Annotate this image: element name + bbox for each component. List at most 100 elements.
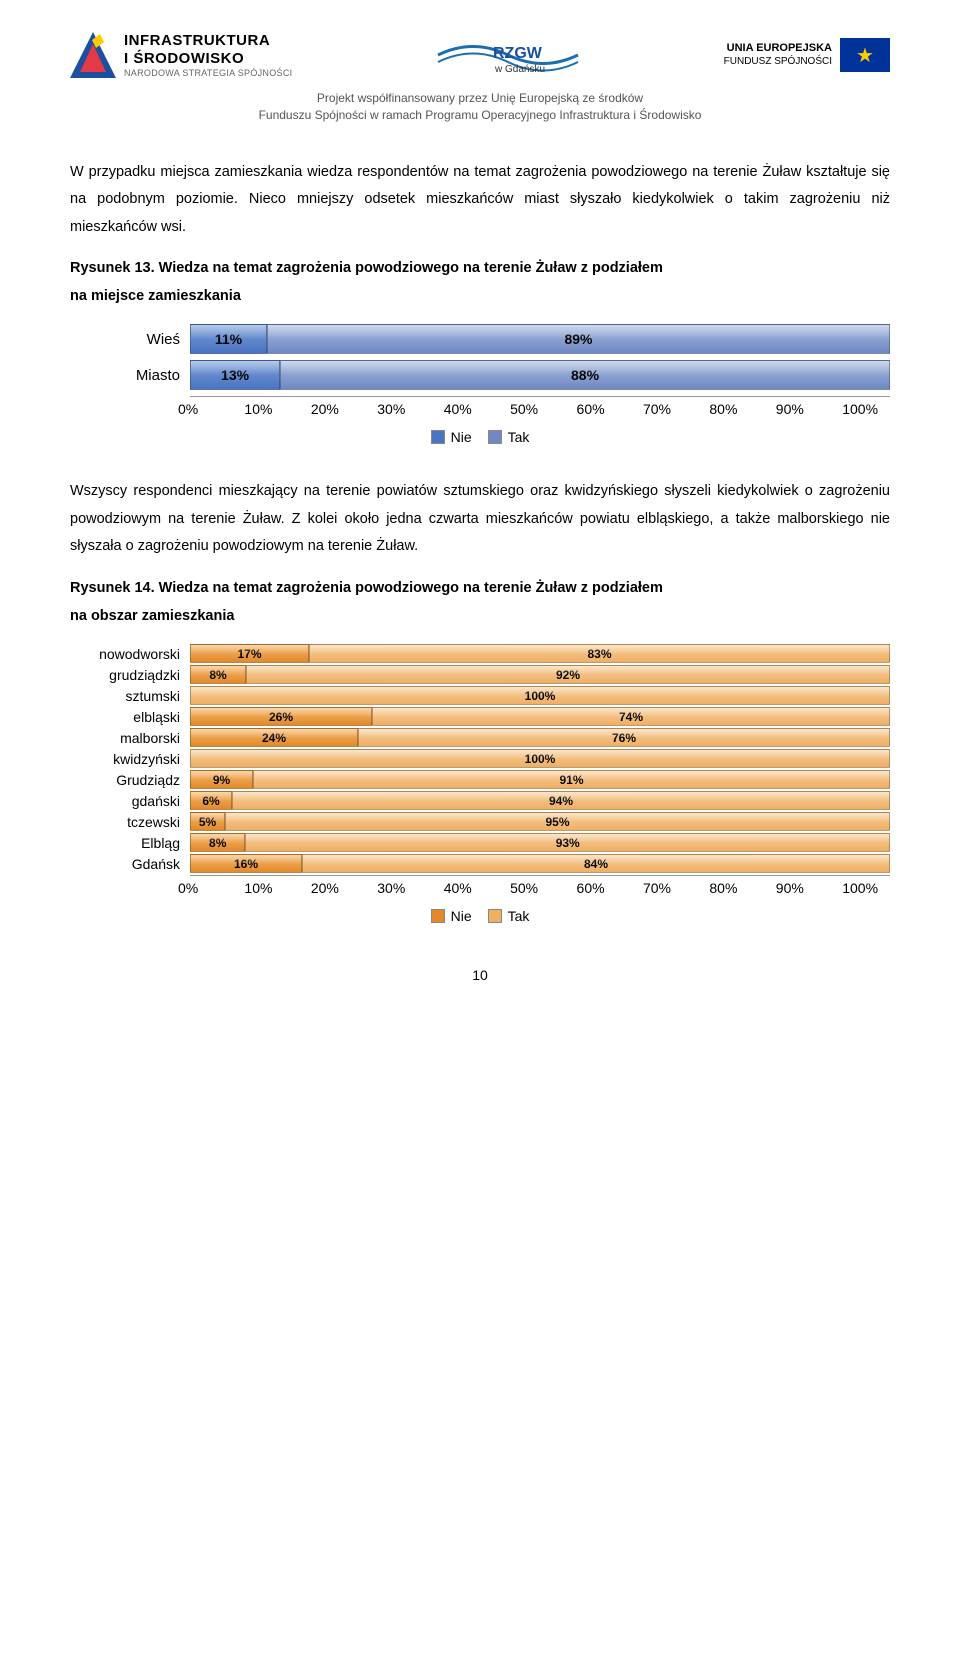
chart-tick: 0%	[178, 876, 244, 896]
chart-bar-segment: 13%	[190, 360, 280, 390]
chart-category-label: grudziądzki	[70, 667, 190, 683]
chart-tick: 80%	[709, 397, 775, 417]
chart-row: nowodworski17%83%	[70, 644, 890, 663]
chart-row: malborski24%76%	[70, 728, 890, 747]
logo-eu: UNIA EUROPEJSKA FUNDUSZ SPÓJNOŚCI ★	[724, 38, 890, 72]
chart-bar: 100%	[190, 749, 890, 768]
chart-row: gdański6%94%	[70, 791, 890, 810]
chart-row: Grudziądz9%91%	[70, 770, 890, 789]
figure13-caption: Rysunek 13. Wiedza na temat zagrożenia p…	[70, 255, 890, 310]
chart-tick: 10%	[244, 397, 310, 417]
chart-bar-segment: 94%	[232, 791, 890, 810]
project-subtitle: Projekt współfinansowany przez Unię Euro…	[70, 90, 890, 124]
chart-bar: 26%74%	[190, 707, 890, 726]
chart-bar-segment: 84%	[302, 854, 890, 873]
chart-row: kwidzyński100%	[70, 749, 890, 768]
chart-bar-segment: 5%	[190, 812, 225, 831]
chart-category-label: Grudziądz	[70, 772, 190, 788]
logo-infra: INFRASTRUKTURA I ŚRODOWISKO NARODOWA STR…	[70, 32, 292, 79]
chart-tick: 30%	[377, 876, 443, 896]
chart-bar: 9%91%	[190, 770, 890, 789]
infra-icon	[70, 32, 116, 78]
chart-legend: NieTak	[70, 908, 890, 927]
logo3-sub: FUNDUSZ SPÓJNOŚCI	[724, 56, 832, 68]
chart-category-label: Miasto	[70, 367, 190, 384]
chart-bar-segment: 83%	[309, 644, 890, 663]
chart-tick: 70%	[643, 876, 709, 896]
logo-rzgw: RZGW w Gdańsku	[433, 30, 583, 80]
legend-item: Tak	[488, 429, 530, 445]
chart-bar: 24%76%	[190, 728, 890, 747]
chart-tick: 20%	[311, 397, 377, 417]
chart-tick: 50%	[510, 397, 576, 417]
chart-bar-segment: 74%	[372, 707, 890, 726]
chart-tick: 60%	[577, 397, 643, 417]
chart-tick: 50%	[510, 876, 576, 896]
chart-category-label: kwidzyński	[70, 751, 190, 767]
chart-category-label: tczewski	[70, 814, 190, 830]
chart-axis: 0%10%20%30%40%50%60%70%80%90%100%	[190, 396, 890, 417]
chart-bar-segment: 8%	[190, 833, 245, 852]
chart-bar: 6%94%	[190, 791, 890, 810]
chart-bar: 5%95%	[190, 812, 890, 831]
chart-tick: 30%	[377, 397, 443, 417]
logo1-line2: I ŚRODOWISKO	[124, 50, 292, 68]
chart-bar: 16%84%	[190, 854, 890, 873]
chart-row: tczewski5%95%	[70, 812, 890, 831]
chart-bar: 11%89%	[190, 324, 890, 354]
chart-bar-segment: 6%	[190, 791, 232, 810]
chart-tick: 40%	[444, 876, 510, 896]
chart-category-label: gdański	[70, 793, 190, 809]
chart-bar: 17%83%	[190, 644, 890, 663]
legend-item: Nie	[431, 429, 472, 445]
legend-item: Nie	[431, 908, 472, 924]
chart-bar-segment: 17%	[190, 644, 309, 663]
chart-category-label: malborski	[70, 730, 190, 746]
logo1-line1: INFRASTRUKTURA	[124, 32, 292, 50]
chart-bar: 8%93%	[190, 833, 890, 852]
chart-bar-segment: 11%	[190, 324, 267, 354]
chart-row: Miasto13%88%	[70, 360, 890, 390]
chart-bar-segment: 16%	[190, 854, 302, 873]
chart-bar-segment: 76%	[358, 728, 890, 747]
page-number: 10	[70, 967, 890, 983]
svg-text:w Gdańsku: w Gdańsku	[494, 64, 545, 75]
paragraph-1: W przypadku miejsca zamieszkania wiedza …	[70, 159, 890, 242]
eu-flag-icon: ★	[840, 38, 890, 72]
chart-13: Wieś11%89%Miasto13%88%0%10%20%30%40%50%6…	[70, 324, 890, 448]
chart-row: Wieś11%89%	[70, 324, 890, 354]
chart-bar-segment: 88%	[280, 360, 890, 390]
chart-category-label: elbląski	[70, 709, 190, 725]
logo1-sub: NARODOWA STRATEGIA SPÓJNOŚCI	[124, 68, 292, 79]
chart-tick: 20%	[311, 876, 377, 896]
chart-bar-segment: 9%	[190, 770, 253, 789]
chart-14: nowodworski17%83%grudziądzki8%92%sztumsk…	[70, 644, 890, 927]
chart-legend: Nie Tak	[70, 429, 890, 448]
chart-bar-segment: 100%	[190, 749, 890, 768]
chart-tick: 100%	[842, 876, 878, 896]
chart-row: Elbląg8%93%	[70, 833, 890, 852]
chart-bar-segment: 89%	[267, 324, 890, 354]
chart-tick: 0%	[178, 397, 244, 417]
chart-tick: 90%	[776, 397, 842, 417]
chart-bar-segment: 26%	[190, 707, 372, 726]
chart-tick: 60%	[577, 876, 643, 896]
chart-bar-segment: 91%	[253, 770, 890, 789]
logo3-top: UNIA EUROPEJSKA	[724, 42, 832, 55]
chart-tick: 80%	[709, 876, 775, 896]
figure14-caption: Rysunek 14. Wiedza na temat zagrożenia p…	[70, 575, 890, 630]
chart-bar: 100%	[190, 686, 890, 705]
chart-category-label: Elbląg	[70, 835, 190, 851]
chart-tick: 90%	[776, 876, 842, 896]
chart-bar-segment: 100%	[190, 686, 890, 705]
chart-category-label: Wieś	[70, 331, 190, 348]
chart-bar: 13%88%	[190, 360, 890, 390]
chart-row: grudziądzki8%92%	[70, 665, 890, 684]
chart-row: Gdańsk16%84%	[70, 854, 890, 873]
chart-category-label: nowodworski	[70, 646, 190, 662]
chart-row: sztumski100%	[70, 686, 890, 705]
chart-bar-segment: 92%	[246, 665, 890, 684]
rzgw-icon: RZGW w Gdańsku	[433, 30, 583, 80]
chart-bar-segment: 8%	[190, 665, 246, 684]
chart-bar-segment: 24%	[190, 728, 358, 747]
